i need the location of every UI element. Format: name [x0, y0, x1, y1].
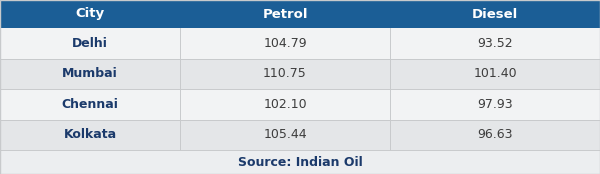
Bar	[390, 0, 600, 28]
Text: Source: Indian Oil: Source: Indian Oil	[238, 156, 362, 168]
Text: Chennai: Chennai	[62, 98, 118, 111]
Bar	[0, 150, 600, 174]
Text: 104.79: 104.79	[263, 37, 307, 50]
Bar	[390, 120, 600, 150]
Text: Delhi: Delhi	[72, 37, 108, 50]
Bar	[0, 28, 180, 58]
Bar	[0, 89, 180, 120]
Bar	[180, 58, 390, 89]
Bar	[0, 0, 180, 28]
Text: Kolkata: Kolkata	[64, 128, 116, 141]
Bar	[180, 0, 390, 28]
Bar	[0, 58, 180, 89]
Text: 102.10: 102.10	[263, 98, 307, 111]
Text: 97.93: 97.93	[477, 98, 513, 111]
Bar	[390, 89, 600, 120]
Bar	[390, 28, 600, 58]
Text: Petrol: Petrol	[262, 7, 308, 21]
Text: Mumbai: Mumbai	[62, 67, 118, 80]
Bar	[390, 58, 600, 89]
Text: City: City	[76, 7, 104, 21]
Text: 105.44: 105.44	[263, 128, 307, 141]
Bar	[180, 89, 390, 120]
Text: 96.63: 96.63	[477, 128, 513, 141]
Bar	[0, 120, 180, 150]
Text: 101.40: 101.40	[473, 67, 517, 80]
Text: 110.75: 110.75	[263, 67, 307, 80]
Text: 93.52: 93.52	[477, 37, 513, 50]
Bar	[180, 120, 390, 150]
Bar	[180, 28, 390, 58]
Text: Diesel: Diesel	[472, 7, 518, 21]
